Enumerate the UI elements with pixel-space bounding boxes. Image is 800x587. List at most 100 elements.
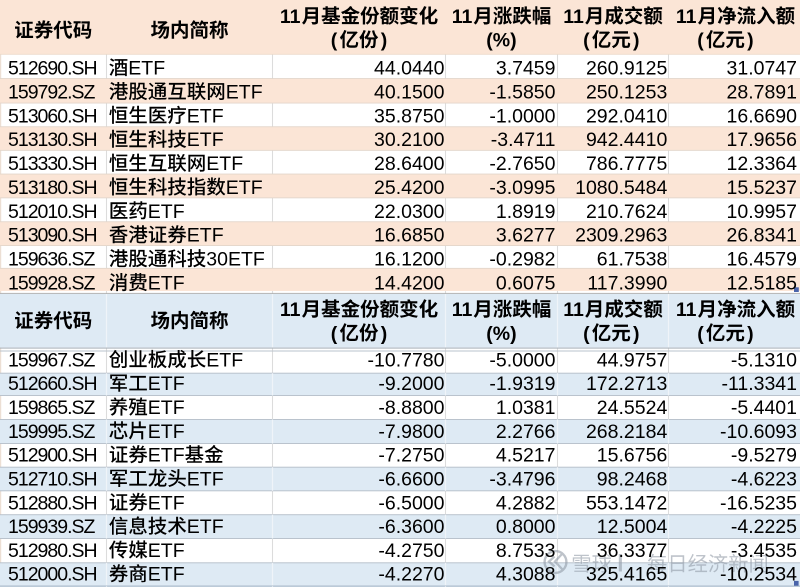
svg-text:4.5217: 4.5217	[496, 445, 556, 467]
svg-text:36.3377: 36.3377	[597, 540, 668, 562]
svg-text:159995.SZ: 159995.SZ	[8, 421, 95, 443]
svg-text:-6.3600: -6.3600	[378, 516, 444, 538]
svg-text:11: 11	[563, 299, 584, 321]
svg-text:28.6400: 28.6400	[374, 153, 445, 175]
svg-text:(: (	[697, 323, 704, 345]
svg-text:-2.7650: -2.7650	[489, 153, 555, 175]
svg-text:8.7533: 8.7533	[496, 540, 556, 562]
svg-text:12.5185: 12.5185	[727, 273, 798, 295]
svg-text:ETF: ETF	[206, 349, 243, 371]
svg-text:-3.4796: -3.4796	[489, 468, 555, 490]
svg-text:0.6075: 0.6075	[496, 273, 556, 295]
svg-text:159967.SZ: 159967.SZ	[8, 349, 95, 371]
svg-text:35.8750: 35.8750	[374, 105, 445, 127]
svg-text:512900.SH: 512900.SH	[8, 445, 97, 467]
svg-text:ETF: ETF	[148, 564, 185, 586]
svg-text:-3.4535: -3.4535	[731, 540, 797, 562]
svg-text:): )	[633, 30, 640, 52]
svg-text:(: (	[583, 323, 590, 345]
svg-text:ETF: ETF	[148, 273, 185, 295]
svg-text:0.8000: 0.8000	[496, 516, 556, 538]
svg-text:159865.SZ: 159865.SZ	[8, 397, 95, 419]
svg-text:513130.SH: 513130.SH	[8, 129, 97, 151]
svg-text:159636.SZ: 159636.SZ	[8, 249, 95, 271]
svg-text:-7.9800: -7.9800	[378, 421, 444, 443]
svg-text:14.4200: 14.4200	[374, 273, 445, 295]
svg-text:ETF: ETF	[187, 129, 224, 151]
svg-text:512000.SH: 512000.SH	[8, 564, 97, 586]
svg-text:(%): (%)	[486, 30, 516, 52]
svg-text:): )	[381, 323, 388, 345]
svg-text:3.6277: 3.6277	[496, 225, 556, 247]
svg-text:-6.6600: -6.6600	[378, 468, 444, 490]
svg-text:-1.0000: -1.0000	[489, 105, 555, 127]
svg-text:40.1500: 40.1500	[374, 81, 445, 103]
svg-text:11: 11	[452, 6, 473, 28]
svg-text:16.6850: 16.6850	[374, 225, 445, 247]
svg-text:ETF: ETF	[148, 201, 185, 223]
svg-text:26.8341: 26.8341	[727, 225, 798, 247]
svg-text:-3.0995: -3.0995	[489, 177, 555, 199]
svg-text:512010.SH: 512010.SH	[8, 201, 97, 223]
svg-text:30ETF: 30ETF	[206, 249, 265, 271]
svg-text:-6.5000: -6.5000	[378, 492, 444, 514]
svg-text:12.5004: 12.5004	[597, 516, 668, 538]
svg-text:ETF: ETF	[128, 58, 165, 80]
svg-text:-4.6223: -4.6223	[731, 468, 797, 490]
svg-text:1080.5484: 1080.5484	[575, 177, 667, 199]
svg-text:-10.7780: -10.7780	[368, 349, 445, 371]
svg-text:11: 11	[563, 6, 584, 28]
svg-text:11: 11	[676, 299, 697, 321]
svg-text:(: (	[697, 30, 704, 52]
svg-text:942.4410: 942.4410	[586, 129, 667, 151]
svg-text:-4.2270: -4.2270	[378, 564, 444, 586]
svg-text:31.0747: 31.0747	[727, 58, 798, 80]
svg-text:-7.2750: -7.2750	[378, 445, 444, 467]
svg-text:15.6756: 15.6756	[597, 445, 668, 467]
svg-text:12.3364: 12.3364	[727, 153, 798, 175]
svg-text:325.4165: 325.4165	[586, 564, 667, 586]
svg-text:ETF: ETF	[148, 373, 185, 395]
svg-text:513090.SH: 513090.SH	[8, 225, 97, 247]
svg-text:15.5237: 15.5237	[727, 177, 798, 199]
svg-text:260.9125: 260.9125	[586, 58, 667, 80]
svg-text:512980.SH: 512980.SH	[8, 540, 97, 562]
svg-text:268.2184: 268.2184	[586, 421, 667, 443]
svg-text:ETF: ETF	[148, 421, 185, 443]
svg-text:-8.8800: -8.8800	[378, 397, 444, 419]
svg-text:ETF: ETF	[226, 177, 263, 199]
svg-text:-5.1310: -5.1310	[731, 349, 797, 371]
svg-text:-5.4401: -5.4401	[731, 397, 797, 419]
svg-text:-9.5279: -9.5279	[731, 445, 797, 467]
svg-text:786.7775: 786.7775	[586, 153, 667, 175]
svg-text:2309.2963: 2309.2963	[575, 225, 667, 247]
svg-text:25.4200: 25.4200	[374, 177, 445, 199]
svg-text:4.3088: 4.3088	[496, 564, 556, 586]
svg-text:-10.2534: -10.2534	[720, 564, 797, 586]
svg-text:117.3990: 117.3990	[587, 273, 667, 295]
svg-text:-5.0000: -5.0000	[489, 349, 555, 371]
svg-text:ETF: ETF	[226, 81, 263, 103]
svg-text:172.2713: 172.2713	[586, 373, 667, 395]
svg-text:-1.5850: -1.5850	[489, 81, 555, 103]
svg-text:512710.SH: 512710.SH	[8, 468, 97, 490]
svg-text:513180.SH: 513180.SH	[8, 177, 97, 199]
svg-text:(: (	[331, 323, 338, 345]
svg-text:1.0381: 1.0381	[496, 397, 556, 419]
svg-text:-0.2982: -0.2982	[489, 249, 555, 271]
svg-text:-16.5235: -16.5235	[720, 492, 797, 514]
svg-text:513330.SH: 513330.SH	[8, 153, 97, 175]
svg-text:ETF: ETF	[148, 540, 185, 562]
svg-text:292.0410: 292.0410	[586, 105, 667, 127]
svg-text:16.1200: 16.1200	[374, 249, 445, 271]
svg-text:-10.6093: -10.6093	[720, 421, 797, 443]
svg-text:2.2766: 2.2766	[496, 421, 556, 443]
svg-text:44.0440: 44.0440	[374, 58, 445, 80]
svg-text:11: 11	[280, 6, 301, 28]
svg-text:ETF: ETF	[187, 225, 224, 247]
svg-text:ETF: ETF	[148, 445, 185, 467]
svg-text:159928.SZ: 159928.SZ	[8, 273, 95, 295]
svg-text:ETF: ETF	[187, 105, 224, 127]
svg-text:): )	[381, 30, 388, 52]
svg-text:17.9656: 17.9656	[727, 129, 798, 151]
